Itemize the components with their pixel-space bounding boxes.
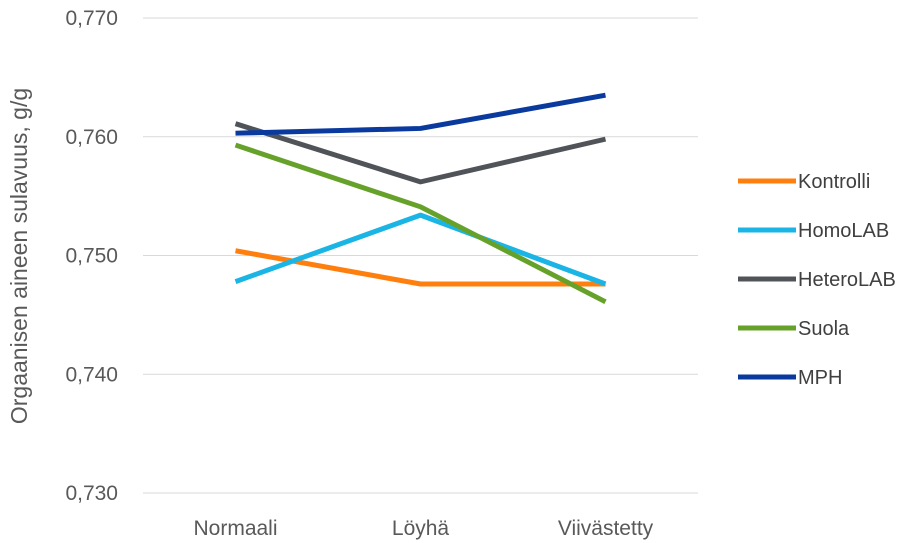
y-tick-label: 0,730 bbox=[65, 482, 118, 505]
y-axis-ticks: 0,730 0,740 0,750 0,760 0,770 bbox=[65, 7, 118, 505]
y-tick-label: 0,740 bbox=[65, 363, 118, 386]
series-line-homolab bbox=[234, 212, 607, 287]
series-lines bbox=[234, 92, 607, 305]
y-tick-label: 0,770 bbox=[65, 7, 118, 30]
x-tick-label: Normaali bbox=[193, 517, 277, 540]
x-axis-ticks: Normaali Löyhä Viivästetty bbox=[193, 517, 653, 540]
legend-label: HomoLAB bbox=[798, 220, 889, 242]
series-line-mph bbox=[235, 92, 606, 136]
legend-label: Kontrolli bbox=[798, 171, 870, 193]
gridlines bbox=[143, 17, 698, 494]
legend: Kontrolli HomoLAB HeteroLAB Suola MPH bbox=[738, 171, 896, 389]
legend-label: Suola bbox=[798, 318, 850, 340]
x-tick-label: Löyhä bbox=[392, 517, 450, 540]
y-tick-label: 0,750 bbox=[65, 245, 118, 268]
series-line-heterolab bbox=[234, 121, 607, 185]
y-axis-label: Orgaanisen aineen sulavuus, g/g bbox=[6, 88, 32, 424]
series-line-suola bbox=[234, 142, 607, 305]
legend-label: MPH bbox=[798, 367, 842, 389]
x-tick-label: Viivästetty bbox=[558, 517, 654, 540]
legend-label: HeteroLAB bbox=[798, 269, 896, 291]
y-tick-label: 0,760 bbox=[65, 126, 118, 149]
